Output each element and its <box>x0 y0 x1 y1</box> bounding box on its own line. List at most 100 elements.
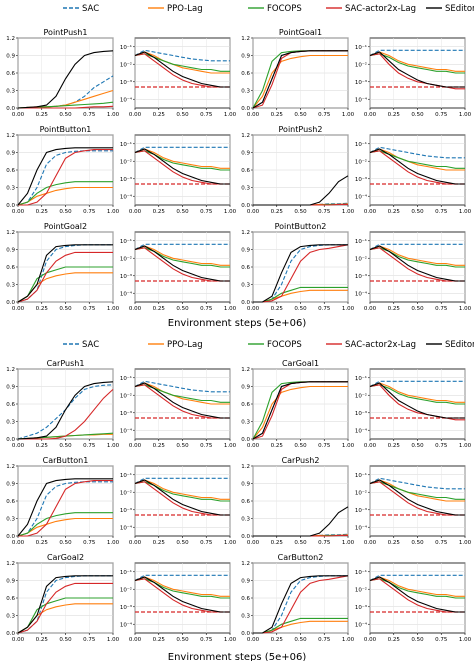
x-tick-label: 0.50 <box>176 306 189 312</box>
x-tick-label: 0.75 <box>318 540 331 546</box>
y-tick-label: 0.6 <box>241 71 250 77</box>
x-tick-label: 1.00 <box>224 306 237 312</box>
legend-label: PPO-Lag <box>167 4 203 14</box>
series-line-seditor <box>134 576 230 613</box>
x-tick-label: 0.25 <box>388 112 401 118</box>
y-tick-label: 0.6 <box>6 168 15 174</box>
y-tick-label: 0.9 <box>6 579 15 585</box>
subplot-success-7: 0.0 0.3 0.6 0.9 1.2 0.00 0.25 0.50 0.75 1.00 CarGo… <box>241 359 354 449</box>
y-tick-label: 10⁻¹ <box>355 238 367 245</box>
subplot-cost-6: 10⁻⁴ 10⁻³ 10⁻² 10⁻¹ 0.00 0.25 0.50 0.75 1.00 <box>120 368 237 449</box>
series-line-sac-actor2x-lag <box>369 384 465 421</box>
y-tick-label: 10⁻⁴ <box>355 193 368 200</box>
series-line-focops <box>253 286 348 303</box>
x-tick-label: 0.50 <box>59 209 72 215</box>
y-tick-label: 10⁻² <box>120 586 132 593</box>
series-line-sac <box>369 146 465 159</box>
series-line-focops <box>253 617 348 634</box>
x-tick-label: 1.00 <box>224 637 237 643</box>
y-tick-label: 10⁻² <box>120 61 132 68</box>
series-line-ppo-lag <box>369 148 465 171</box>
y-tick-label: 0.6 <box>6 265 15 271</box>
series-line-sac-actor2x-lag <box>253 575 349 634</box>
series-line-sac <box>134 574 230 581</box>
series-line-seditor <box>17 575 113 634</box>
series-line-ppo-lag <box>17 517 113 537</box>
y-tick-label: 10⁻⁴ <box>120 96 133 103</box>
series-line-sac <box>369 243 465 250</box>
y-tick-label: 0.9 <box>241 579 250 585</box>
series-line-sac <box>17 150 113 206</box>
x-tick-label: 0.50 <box>176 112 189 118</box>
y-tick-label: 10⁻¹ <box>120 44 132 51</box>
y-tick-label: 0.9 <box>6 385 15 391</box>
x-tick-label: 0.00 <box>247 306 260 312</box>
y-tick-label: 0.6 <box>241 168 250 174</box>
x-tick-label: 1.00 <box>107 306 120 312</box>
y-tick-label: 0.3 <box>241 89 250 95</box>
x-tick-label: 0.25 <box>36 112 49 118</box>
x-tick-label: 0.25 <box>153 637 166 643</box>
series-line-seditor <box>134 51 230 88</box>
x-tick-label: 0.75 <box>200 209 213 215</box>
x-tick-label: 1.00 <box>224 540 237 546</box>
y-tick-label: 10⁻³ <box>120 273 132 280</box>
x-tick-label: 1.00 <box>342 637 355 643</box>
y-tick-label: 0.0 <box>6 203 15 209</box>
y-tick-label: 0.6 <box>241 596 250 602</box>
series-line-sac-actor2x-lag <box>134 384 230 419</box>
subplot-title: PointPush2 <box>279 125 323 134</box>
series-line-ppo-lag <box>369 382 465 403</box>
subplot-cost-0: 10⁻⁴ 10⁻³ 10⁻² 10⁻¹ 0.00 0.25 0.50 0.75 1.00 <box>120 37 237 118</box>
x-tick-label: 1.00 <box>459 209 472 215</box>
subplot-success-3: 0.0 0.3 0.6 0.9 1.2 0.00 0.25 0.50 0.75 1.00 Point… <box>241 125 354 215</box>
y-tick-label: 1.2 <box>241 36 250 42</box>
x-tick-label: 0.75 <box>200 637 213 643</box>
series-line-seditor <box>252 381 348 440</box>
series-line-focops <box>17 181 113 206</box>
x-tick-label: 0.50 <box>59 112 72 118</box>
y-tick-label: 0.0 <box>241 437 250 443</box>
y-tick-label: 10⁻¹ <box>120 238 132 245</box>
subplot-title: PointGoal2 <box>44 222 87 231</box>
y-tick-label: 10⁻¹ <box>120 375 132 382</box>
x-tick-label: 1.00 <box>342 209 355 215</box>
x-tick-label: 0.25 <box>153 540 166 546</box>
y-tick-label: 0.9 <box>241 385 250 391</box>
x-tick-label: 0.25 <box>271 306 284 312</box>
subplot-cost-4: 10⁻⁴ 10⁻³ 10⁻² 10⁻¹ 0.00 0.25 0.50 0.75 1.00 <box>120 231 237 312</box>
y-tick-label: 0.9 <box>241 248 250 254</box>
x-tick-label: 0.75 <box>83 637 96 643</box>
x-tick-label: 0.25 <box>388 209 401 215</box>
x-tick-label: 0.00 <box>129 443 142 449</box>
series-line-sac-actor2x-lag <box>134 578 230 613</box>
series-line-sac-actor2x-lag <box>18 388 114 440</box>
series-line-ppo-lag <box>369 245 465 266</box>
x-tick-label: 0.75 <box>83 112 96 118</box>
series-line-ppo-lag <box>134 148 230 169</box>
legend-label: SAC <box>82 4 99 14</box>
x-tick-label: 0.00 <box>12 443 25 449</box>
series-line-sac-actor2x-lag <box>134 481 230 516</box>
y-tick-label: 0.3 <box>241 614 250 620</box>
x-tick-label: 0.75 <box>435 540 448 546</box>
y-tick-label: 0.9 <box>241 54 250 60</box>
y-tick-label: 0.0 <box>241 300 250 306</box>
y-tick-label: 0.6 <box>241 499 250 505</box>
y-tick-label: 10⁻¹ <box>120 569 132 576</box>
x-tick-label: 0.25 <box>271 443 284 449</box>
x-tick-label: 0.00 <box>247 209 260 215</box>
x-tick-label: 0.75 <box>435 112 448 118</box>
y-tick-label: 10⁻¹ <box>355 569 367 576</box>
x-tick-label: 0.50 <box>294 209 307 215</box>
subplot-title: PointButton2 <box>275 222 327 231</box>
x-tick-label: 0.50 <box>59 637 72 643</box>
legend-label: SAC-actor2x-Lag <box>345 340 416 350</box>
x-tick-label: 0.00 <box>129 637 142 643</box>
y-tick-label: 10⁻² <box>120 255 132 262</box>
x-tick-label: 0.25 <box>271 540 284 546</box>
y-tick-label: 10⁻⁴ <box>120 290 133 297</box>
y-tick-label: 0.0 <box>6 106 15 112</box>
series-line-seditor <box>369 382 465 419</box>
y-tick-label: 0.0 <box>241 106 250 112</box>
